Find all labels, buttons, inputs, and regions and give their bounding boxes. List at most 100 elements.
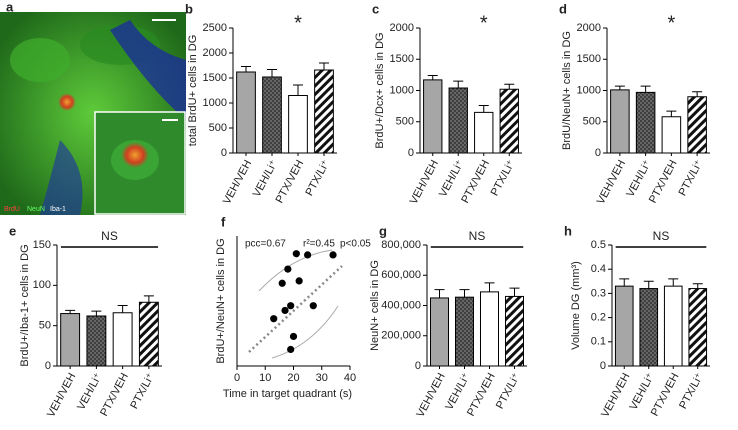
significance: * bbox=[480, 12, 488, 34]
panel-letter: a bbox=[6, 0, 14, 14]
error-bar bbox=[692, 283, 703, 289]
micrograph bbox=[0, 12, 186, 215]
point bbox=[270, 315, 278, 323]
x-tick-label: PTX/Li⁺ bbox=[677, 158, 706, 198]
bar bbox=[688, 288, 708, 367]
bar bbox=[661, 116, 682, 154]
bar bbox=[474, 111, 494, 154]
y-tick-label: 0.3 bbox=[591, 287, 606, 299]
x-tick-label: 40 bbox=[344, 372, 356, 384]
bar bbox=[138, 301, 159, 367]
x-tick-label: VEH/VEH bbox=[221, 158, 254, 206]
error-bar bbox=[509, 287, 520, 297]
bar bbox=[663, 285, 683, 367]
y-tick-label: 0 bbox=[415, 360, 421, 372]
y-tick-label: 2000 bbox=[390, 22, 414, 34]
x-tick-label: PTX/Li⁺ bbox=[489, 158, 518, 198]
y-axis-label: BrdU+/Dcx+ cells in DG bbox=[374, 32, 386, 148]
error-bar bbox=[434, 289, 445, 298]
ns-label: NS bbox=[653, 229, 670, 243]
y-tick-label: 1500 bbox=[203, 72, 227, 84]
panel-letter: h bbox=[564, 223, 572, 238]
panel-letter: c bbox=[372, 1, 379, 16]
bar bbox=[455, 296, 474, 367]
bar bbox=[639, 288, 659, 367]
panel-letter: b bbox=[185, 1, 193, 16]
error-bar bbox=[241, 66, 251, 72]
y-axis-label: BrdU+/Iba-1+ cells in DG bbox=[19, 244, 31, 366]
stain-label: Iba-1 bbox=[50, 206, 66, 213]
stat-label: r²=0.45 bbox=[303, 239, 335, 250]
confidence-band bbox=[271, 305, 339, 359]
error-bar bbox=[319, 62, 329, 70]
x-tick-label: 0 bbox=[234, 372, 240, 384]
bar bbox=[430, 297, 449, 367]
error-bar bbox=[453, 80, 464, 88]
y-tick-label: 0.2 bbox=[591, 312, 606, 324]
bar bbox=[614, 285, 634, 367]
error-bar bbox=[640, 85, 651, 93]
stat-label: p<0.05 bbox=[340, 239, 371, 250]
bar bbox=[448, 87, 468, 154]
error-bar bbox=[65, 309, 76, 314]
error-bar bbox=[143, 295, 154, 303]
ns-label: NS bbox=[101, 229, 118, 243]
trend-line bbox=[248, 265, 343, 353]
x-tick-label: VEH/VEH bbox=[45, 371, 78, 419]
error-bar bbox=[478, 105, 489, 113]
y-axis-label: total BrdU+ cells in DG bbox=[187, 35, 199, 147]
stain-label: NeuN bbox=[27, 206, 45, 213]
y-tick-label: 800,000 bbox=[381, 239, 421, 251]
y-tick-label: 2000 bbox=[577, 22, 601, 34]
x-tick-label: PTX/Li⁺ bbox=[677, 371, 706, 411]
panel-letter: d bbox=[559, 1, 567, 16]
ns-label: NS bbox=[469, 229, 486, 243]
point bbox=[287, 302, 295, 310]
y-tick-label: 0 bbox=[408, 147, 414, 159]
y-tick-label: 0 bbox=[600, 360, 606, 372]
bar bbox=[610, 89, 630, 154]
error-bar bbox=[293, 84, 303, 96]
point bbox=[278, 279, 286, 287]
confidence-band bbox=[258, 249, 333, 292]
x-tick-label: VEH/Li⁺ bbox=[75, 371, 104, 412]
y-axis-label: BrdU/NeuN+ cells in DG bbox=[561, 31, 573, 150]
y-tick-label: 500 bbox=[583, 116, 601, 128]
x-tick-label: VEH/VEH bbox=[599, 371, 632, 419]
significance: * bbox=[667, 12, 675, 34]
panel-letter: g bbox=[379, 223, 387, 238]
error-bar bbox=[267, 69, 277, 77]
point bbox=[284, 265, 292, 273]
error-bar bbox=[504, 83, 515, 90]
y-tick-label: 2000 bbox=[203, 47, 227, 59]
y-tick-label: 0 bbox=[45, 360, 51, 372]
point bbox=[309, 302, 317, 310]
y-tick-label: 1000 bbox=[577, 84, 601, 96]
error-bar bbox=[91, 310, 102, 316]
x-tick-label: PTX/Li⁺ bbox=[494, 371, 523, 411]
x-tick-label: 30 bbox=[316, 372, 328, 384]
y-tick-label: 0.4 bbox=[591, 263, 606, 275]
x-tick-label: VEH/Li⁺ bbox=[251, 158, 280, 199]
bar bbox=[262, 76, 282, 154]
y-tick-label: 500 bbox=[209, 122, 227, 134]
y-axis-label: Volume DG (mm³) bbox=[570, 261, 582, 350]
bar bbox=[288, 95, 308, 154]
x-tick-label: PTX/Li⁺ bbox=[303, 158, 332, 198]
y-tick-label: 500 bbox=[396, 116, 414, 128]
y-tick-label: 200,000 bbox=[381, 330, 421, 342]
stat-label: pcc=0.67 bbox=[245, 239, 286, 250]
bar bbox=[635, 91, 656, 154]
error-bar bbox=[692, 91, 703, 97]
bar bbox=[499, 88, 519, 154]
error-bar bbox=[484, 282, 495, 292]
x-tick-label: 20 bbox=[287, 372, 299, 384]
y-axis-label: BrdU+/NeuN+ cells in DG bbox=[215, 238, 227, 363]
error-bar bbox=[459, 289, 470, 298]
y-tick-label: 0 bbox=[221, 147, 227, 159]
y-tick-label: 100 bbox=[33, 279, 51, 291]
bar bbox=[86, 315, 107, 367]
x-axis-label: Time in target quadrant (s) bbox=[223, 388, 352, 400]
point bbox=[295, 277, 303, 285]
point bbox=[287, 345, 295, 354]
